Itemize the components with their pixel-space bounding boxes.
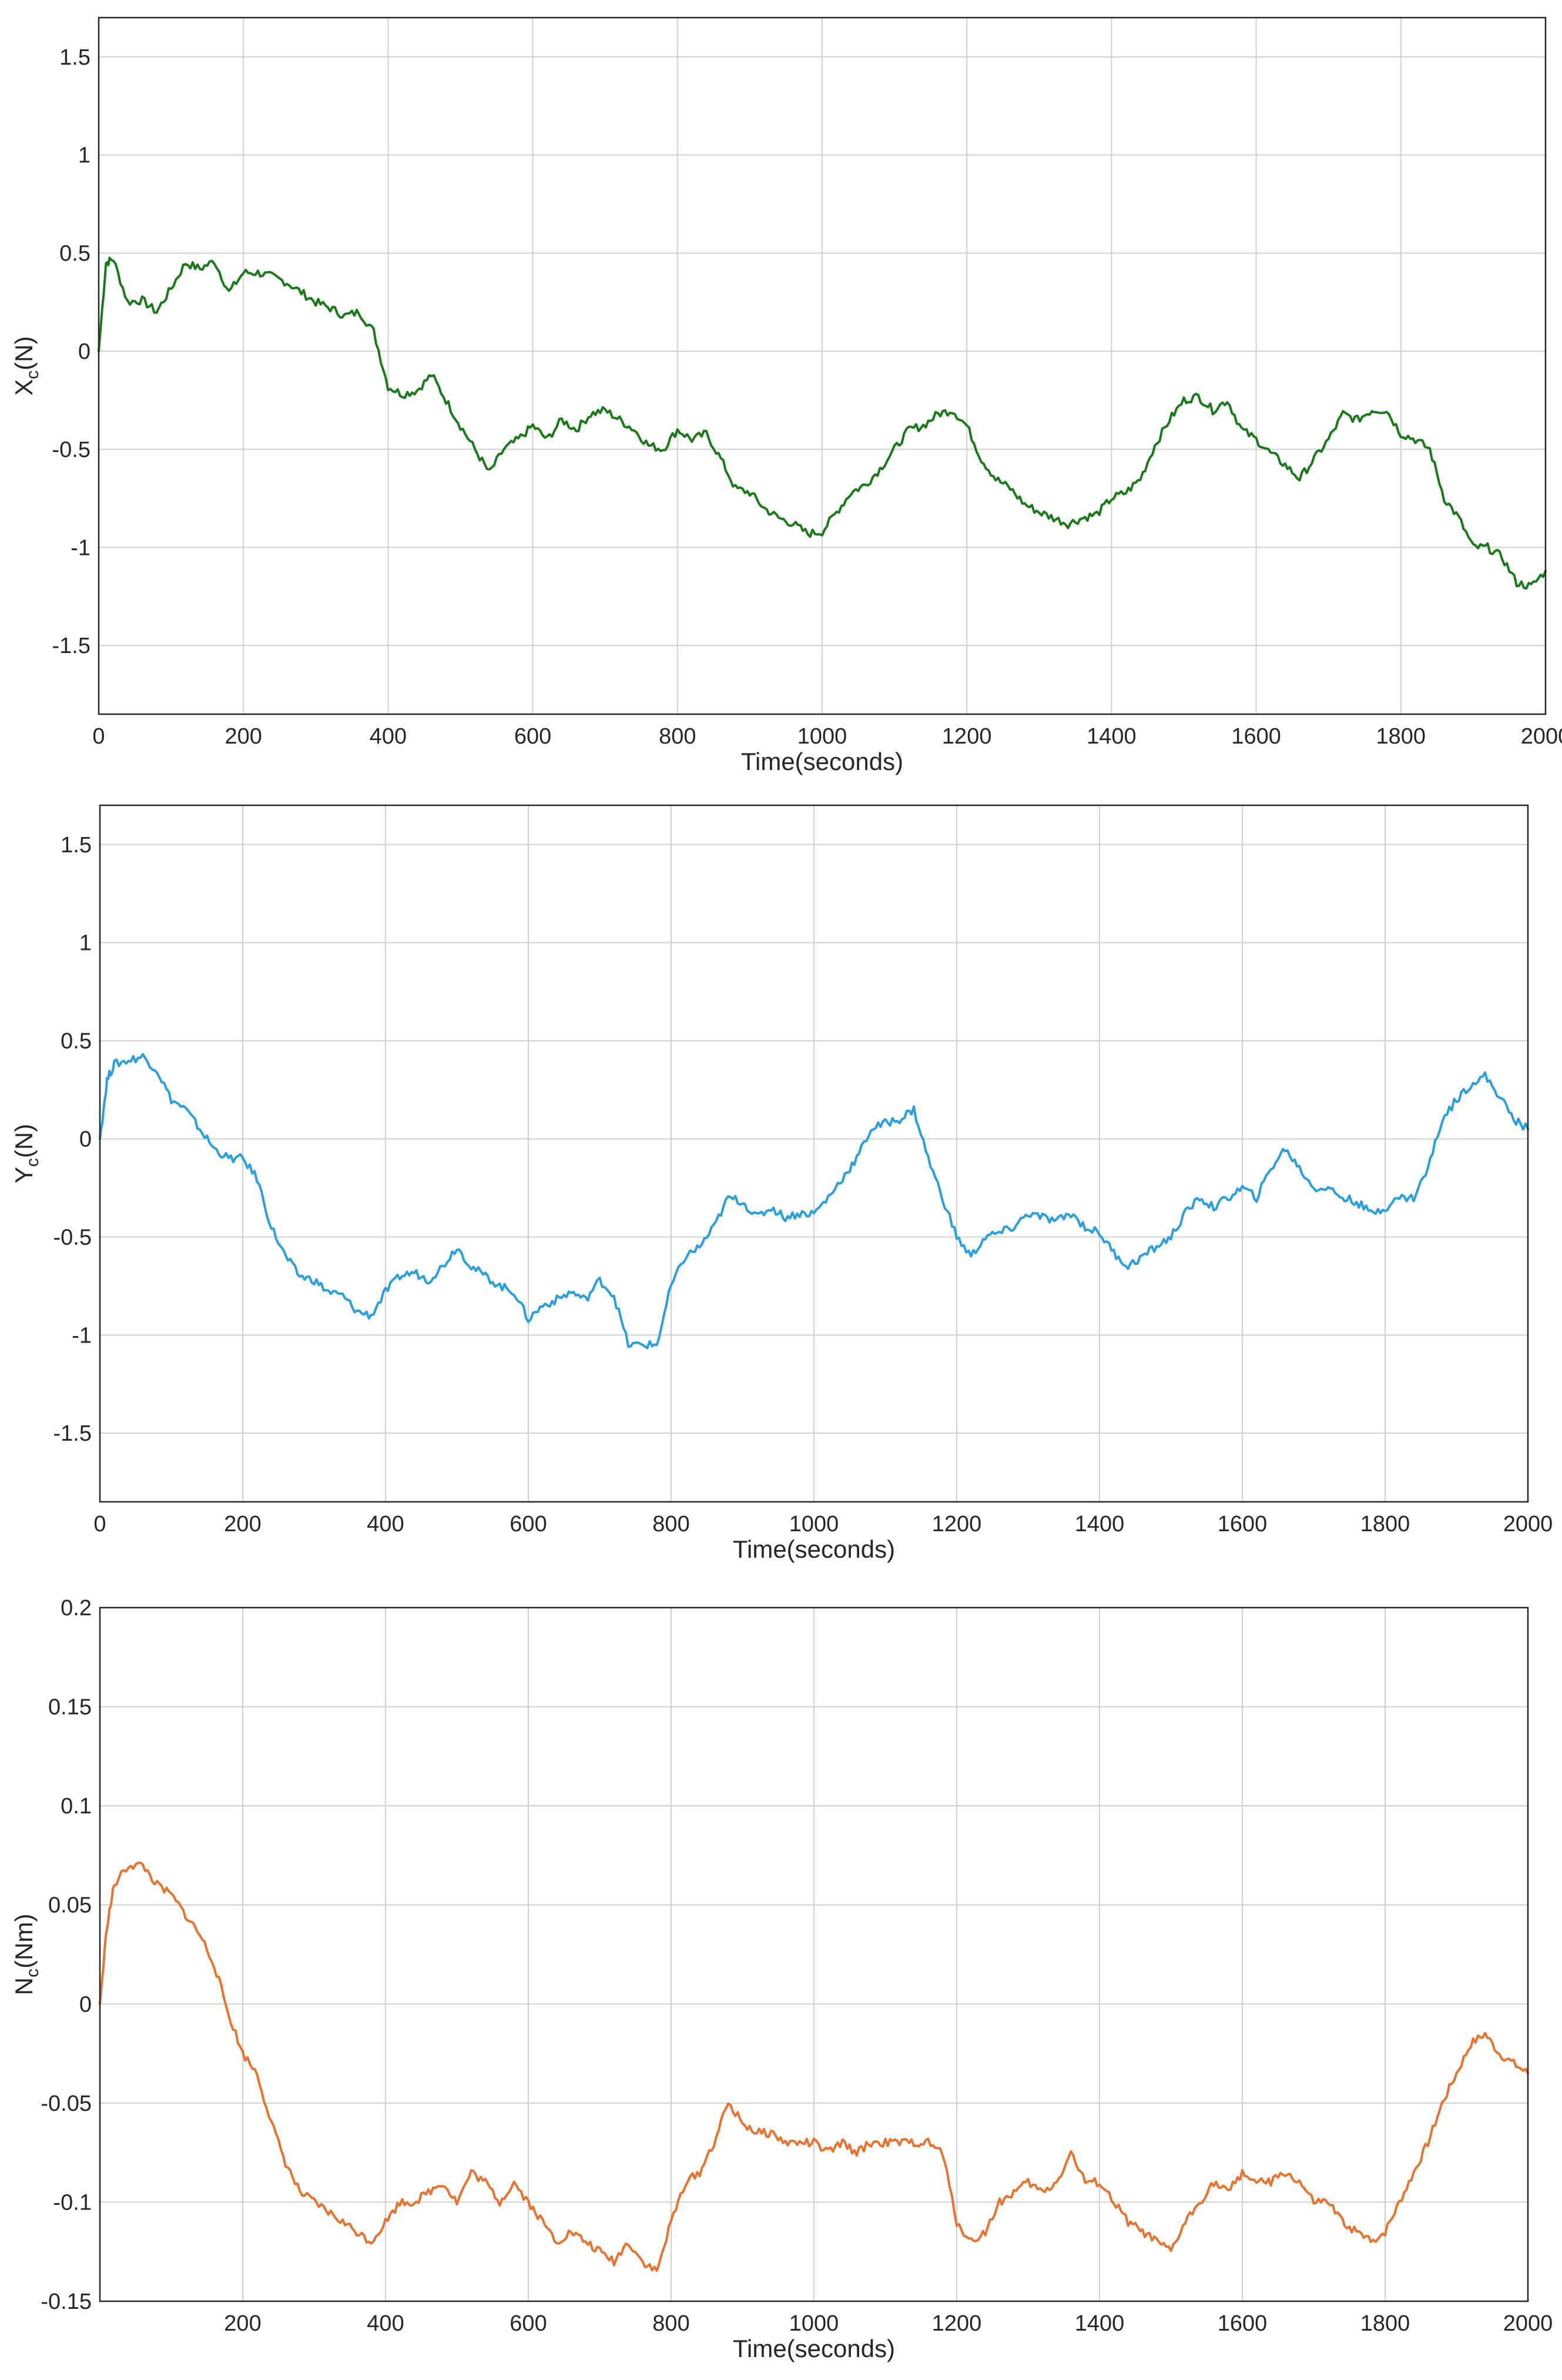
xc-x-tick-label: 1400 [1087,724,1137,749]
xc-y-tick-label: -1.5 [52,634,90,658]
nc-x-tick-label: 600 [510,2311,547,2336]
nc-y-tick-label: -0.15 [41,2289,92,2314]
xc-x-tick-label: 200 [224,724,262,749]
nc-y-tick-label: 0.1 [61,1794,92,1819]
nc-series-line [99,1862,1529,2272]
nc-x-tick-label: 1400 [1075,2311,1125,2336]
yc-x-tick-label: 1800 [1360,1512,1410,1537]
yc-x-tick-label: 0 [93,1512,106,1537]
xc-x-tick-label: 1000 [797,724,847,749]
yc-y-tick-label: -1 [72,1323,92,1348]
yc-x-tick-label: 400 [367,1512,404,1537]
yc-x-tick-labels: 0 200 400 600 800 1000 1200 1400 1600 1800 2000 [93,1512,1553,1537]
nc-chart-panel: 0.2 0.15 0.1 0.05 0 -0.05 -0.1 -0.15 200 400 600 8… [10,1596,1553,2362]
xc-y-tick-label: 1.5 [59,45,90,70]
nc-x-axis-label: Time(seconds) [733,2335,895,2362]
nc-x-tick-label: 2000 [1503,2311,1553,2336]
xc-y-axis-label-main: X [10,379,38,396]
yc-y-tick-label: 0.5 [61,1029,92,1054]
nc-y-axis-label-sub: c [23,1969,42,1977]
nc-plot-frame [99,1606,1529,2302]
yc-x-tick-label: 1000 [789,1512,839,1537]
yc-series [99,1053,1529,1350]
xc-y-axis-label-unit: (N) [10,336,38,370]
yc-y-tick-label: -1.5 [53,1421,92,1446]
xc-y-tick-labels: 1.5 1 0.5 0 -0.5 -1 -1.5 [52,45,90,658]
nc-y-axis-label-main: N [10,1977,38,1995]
xc-x-tick-label: 1200 [942,724,992,749]
nc-y-tick-label: -0.05 [41,2091,92,2116]
nc-x-tick-label: 400 [367,2311,404,2336]
xc-y-tick-label: 0 [78,339,90,364]
yc-plot-frame [99,804,1529,1503]
xc-y-tick-label: 1 [78,143,90,168]
xc-y-axis-label: Xc(N) [10,336,42,396]
xc-y-axis-label-sub: c [23,370,42,379]
nc-y-axis-label-unit: (Nm) [10,1914,38,1969]
xc-x-tick-label: 1800 [1376,724,1426,749]
nc-x-tick-labels: 200 400 600 800 1000 1200 1400 1600 1800 2000 [224,2311,1553,2336]
xc-series [98,256,1547,590]
yc-y-axis-label-sub: c [23,1158,42,1167]
nc-x-tick-label: 800 [652,2311,689,2336]
nc-y-tick-label: 0.15 [48,1695,92,1720]
xc-x-axis-label: Time(seconds) [741,748,903,775]
yc-x-tick-label: 600 [510,1512,547,1537]
nc-y-tick-labels: 0.2 0.15 0.1 0.05 0 -0.05 -0.1 -0.15 [41,1596,92,2314]
yc-y-tick-label: 1 [79,931,92,956]
yc-y-axis-label-main: Y [10,1167,38,1183]
xc-plot-frame [98,16,1547,715]
yc-x-tick-label: 2000 [1503,1512,1553,1537]
xc-x-tick-label: 2000 [1521,724,1562,749]
xc-y-tick-label: -1 [71,535,90,560]
nc-y-tick-label: 0 [79,1992,92,2017]
xc-x-tick-label: 0 [92,724,105,749]
yc-x-tick-label: 1200 [932,1512,982,1537]
nc-x-tick-label: 1800 [1360,2311,1410,2336]
yc-y-axis-label-unit: (N) [10,1124,38,1158]
yc-y-tick-label: -0.5 [53,1225,92,1250]
yc-y-tick-label: 1.5 [61,833,92,858]
xc-x-tick-label: 1600 [1231,724,1281,749]
nc-x-tick-label: 1200 [932,2311,982,2336]
yc-x-axis-label: Time(seconds) [733,1535,895,1563]
yc-y-axis-label: Yc(N) [10,1124,42,1183]
xc-x-tick-labels: 0 200 400 600 800 1000 1200 1400 1600 1800 2000 [92,724,1562,749]
yc-x-tick-label: 800 [652,1512,689,1537]
nc-y-axis-label: Nc(Nm) [10,1914,42,1996]
nc-x-tick-label: 1600 [1218,2311,1268,2336]
yc-x-tick-label: 1600 [1218,1512,1268,1537]
nc-x-tick-label: 200 [224,2311,261,2336]
nc-y-tick-label: 0.2 [61,1596,92,1621]
nc-y-tick-label: 0.05 [48,1893,92,1918]
xc-chart-panel: 1.5 1 0.5 0 -0.5 -1 -1.5 0 200 400 600 800 1000 1200… [10,16,1562,775]
yc-x-tick-label: 1400 [1075,1512,1125,1537]
yc-chart-panel: 1.5 1 0.5 0 -0.5 -1 -1.5 0 200 400 600 800 1000 1200… [10,804,1553,1563]
nc-series [99,1862,1529,2272]
xc-x-tick-label: 400 [370,724,407,749]
yc-y-tick-labels: 1.5 1 0.5 0 -0.5 -1 -1.5 [53,833,92,1446]
xc-y-tick-label: -0.5 [52,437,90,462]
xc-x-tick-label: 800 [659,724,696,749]
nc-y-tick-label: -0.1 [53,2190,92,2215]
yc-x-tick-label: 200 [224,1512,261,1537]
yc-y-tick-label: 0 [79,1127,92,1151]
xc-x-tick-label: 600 [514,724,551,749]
xc-series-line [98,256,1547,590]
nc-x-tick-label: 1000 [789,2311,839,2336]
xc-y-tick-label: 0.5 [59,242,90,266]
yc-series-line [99,1053,1529,1350]
